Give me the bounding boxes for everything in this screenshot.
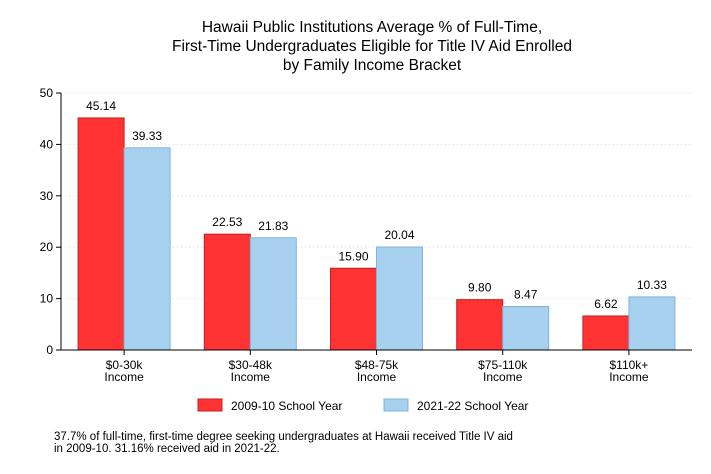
y-tick-label: 10	[40, 292, 54, 306]
chart-title-line: by Family Income Bracket	[283, 57, 462, 74]
bar-2009-10	[330, 267, 377, 351]
legend-swatch	[383, 398, 409, 412]
legend-label: 2021-22 School Year	[417, 399, 528, 413]
legend-label: 2009-10 School Year	[231, 399, 342, 413]
data-label: 6.62	[594, 297, 618, 311]
x-tick-label: $75-110k	[478, 358, 528, 372]
y-axis: 0 10 20 30 40 50	[40, 86, 62, 357]
bar-2021-22	[628, 296, 676, 351]
x-axis: $0-30kIncome$30-48kIncome$48-75kIncome$7…	[61, 349, 692, 384]
x-tick-label: Income	[609, 370, 649, 384]
data-label: 8.47	[514, 287, 538, 301]
footnote: 37.7% of full-time, first-time degree se…	[54, 431, 513, 455]
legend: 2009-10 School Year 2021-22 School Year	[197, 398, 528, 413]
legend-swatch	[197, 398, 223, 412]
data-label: 20.04	[384, 228, 414, 242]
bars	[77, 117, 676, 351]
data-label: 15.90	[338, 249, 368, 263]
x-tick-label: Income	[231, 370, 271, 384]
y-tick-label: 0	[46, 343, 53, 357]
chart-title-line: First-Time Undergraduates Eligible for T…	[172, 38, 572, 55]
x-tick-label: $110k+	[609, 358, 648, 372]
bar-2021-22	[376, 246, 423, 351]
data-label: 10.33	[637, 278, 667, 292]
data-label: 45.14	[86, 99, 116, 113]
bar-2021-22	[123, 147, 171, 351]
chart-title-line: Hawaii Public Institutions Average % of …	[202, 19, 542, 36]
x-tick-label: Income	[104, 370, 144, 384]
y-tick-label: 50	[40, 86, 54, 100]
x-tick-label: $30-48k	[229, 358, 273, 372]
bar-2021-22	[249, 237, 297, 351]
x-tick-label: Income	[357, 370, 397, 384]
data-label: 39.33	[132, 129, 162, 143]
footnote-line: 37.7% of full-time, first-time degree se…	[54, 431, 513, 443]
data-label: 21.83	[258, 219, 288, 233]
data-labels: 45.14 39.33 22.53 21.83 15.90 20.04 9.80 8.47 6.…	[86, 99, 667, 311]
y-tick-label: 30	[40, 189, 54, 203]
bar-2009-10	[582, 315, 630, 351]
x-tick-label: $0-30k	[106, 358, 144, 372]
y-tick-label: 40	[40, 137, 54, 151]
bar-2009-10	[456, 299, 504, 351]
bar-2009-10	[77, 117, 125, 351]
footnote-line: in 2009-10. 31.16% received aid in 2021-…	[54, 443, 280, 455]
chart-title: Hawaii Public Institutions Average % of …	[172, 19, 572, 74]
x-tick-label: $48-75k	[355, 358, 399, 372]
data-label: 22.53	[212, 215, 242, 229]
bar-2009-10	[203, 233, 251, 351]
data-label: 9.80	[468, 281, 492, 295]
y-tick-label: 20	[40, 240, 54, 254]
x-tick-label: Income	[483, 370, 523, 384]
bar-2021-22	[502, 305, 550, 351]
